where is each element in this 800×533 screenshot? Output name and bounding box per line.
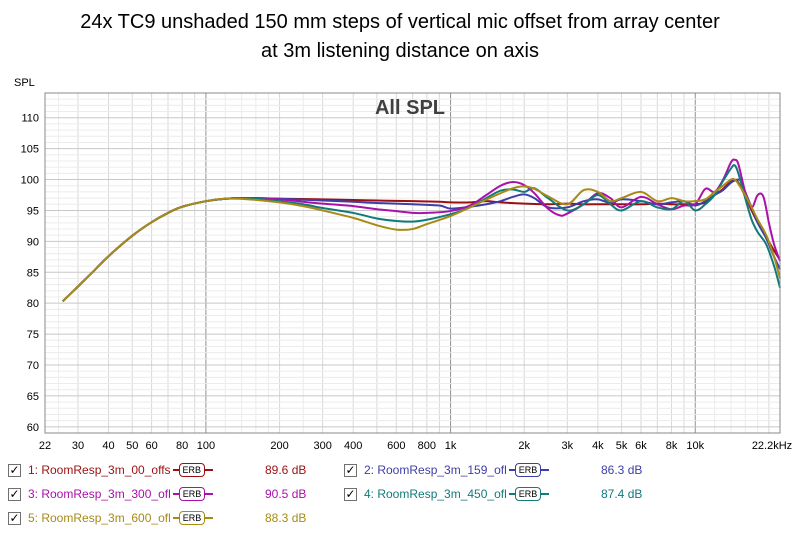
legend-value: 88.3 dB bbox=[265, 511, 307, 525]
y-tick-label: 60 bbox=[27, 422, 39, 434]
x-tick-label: 1k bbox=[445, 440, 457, 452]
x-tick-label: 80 bbox=[176, 440, 188, 452]
y-tick-label: 95 bbox=[27, 205, 39, 217]
legend-label: 1: RoomResp_3m_00_offs bbox=[28, 463, 171, 477]
y-tick-label: 70 bbox=[27, 360, 39, 372]
legend-swatch-line bbox=[205, 517, 214, 519]
legend-value: 89.6 dB bbox=[265, 463, 307, 477]
y-tick-label: 85 bbox=[27, 267, 39, 279]
y-tick-label: 100 bbox=[21, 175, 39, 187]
y-tick-label: 80 bbox=[27, 298, 39, 310]
legend-checkbox[interactable]: ✓ bbox=[8, 463, 21, 477]
x-tick-label: 22.2kHz bbox=[752, 440, 792, 452]
x-tick-label: 8k bbox=[666, 440, 678, 452]
legend-checkbox[interactable]: ✓ bbox=[8, 511, 21, 525]
legend-value: 86.3 dB bbox=[601, 463, 643, 477]
x-tick-label: 60 bbox=[145, 440, 157, 452]
legend-checkbox[interactable]: ✓ bbox=[344, 487, 357, 501]
x-tick-label: 4k bbox=[592, 440, 604, 452]
y-tick-label: 90 bbox=[27, 236, 39, 248]
legend-swatch-line bbox=[541, 469, 550, 471]
x-tick-label: 50 bbox=[126, 440, 138, 452]
x-tick-label: 2k bbox=[518, 440, 530, 452]
legend-swatch-line bbox=[541, 493, 550, 495]
x-tick-label: 22 bbox=[39, 440, 51, 452]
legend-item: ✓ 5: RoomResp_3m_600_ofl ERB bbox=[8, 508, 214, 528]
legend-swatch-line bbox=[172, 493, 179, 495]
legend-swatch-line bbox=[205, 469, 214, 471]
legend-swatch-line bbox=[172, 469, 179, 471]
chart-title-line-2: at 3m listening distance on axis bbox=[261, 40, 539, 62]
legend-item: ✓ 4: RoomResp_3m_450_ofl ERB bbox=[344, 484, 550, 504]
x-tick-label: 40 bbox=[102, 440, 114, 452]
y-tick-label: 110 bbox=[21, 113, 39, 125]
legend-swatch-line bbox=[172, 517, 179, 519]
legend-checkbox[interactable]: ✓ bbox=[344, 463, 357, 477]
x-tick-label: 200 bbox=[270, 440, 288, 452]
legend-swatch-line bbox=[205, 493, 214, 495]
legend-value: 90.5 dB bbox=[265, 487, 307, 501]
x-tick-label: 800 bbox=[418, 440, 436, 452]
series-lines bbox=[62, 158, 781, 303]
legend-label: 4: RoomResp_3m_450_ofl bbox=[364, 487, 507, 501]
legend-value: 87.4 dB bbox=[601, 487, 643, 501]
legend-label: 5: RoomResp_3m_600_ofl bbox=[28, 511, 171, 525]
erb-smoothing-button[interactable]: ERB bbox=[514, 487, 542, 501]
y-tick-label: 65 bbox=[27, 391, 39, 403]
legend-item: ✓ 3: RoomResp_3m_300_ofl ERB bbox=[8, 484, 214, 504]
x-tick-label: 3k bbox=[562, 440, 574, 452]
plot-frame bbox=[44, 92, 781, 434]
legend-swatch-line bbox=[508, 493, 515, 495]
tick-labels: 60 65 70 75 80 85 90 95 100 105 110 22 30 40 50 60 80 100… bbox=[21, 113, 793, 452]
x-tick-label: 10k bbox=[686, 440, 704, 452]
series-line-5 bbox=[62, 177, 781, 303]
x-tick-label: 300 bbox=[313, 440, 331, 452]
erb-smoothing-button[interactable]: ERB bbox=[178, 463, 206, 477]
chart-title-line-1: 24x TC9 unshaded 150 mm steps of vertica… bbox=[80, 11, 720, 33]
x-tick-label: 6k bbox=[635, 440, 647, 452]
legend-label: 3: RoomResp_3m_300_ofl bbox=[28, 487, 171, 501]
erb-smoothing-button[interactable]: ERB bbox=[178, 511, 206, 525]
legend-item: ✓ 1: RoomResp_3m_00_offs ERB bbox=[8, 460, 214, 480]
legend-label: 2: RoomResp_3m_159_ofl bbox=[364, 463, 507, 477]
x-tick-label: 600 bbox=[387, 440, 405, 452]
legend-item: ✓ 2: RoomResp_3m_159_ofl ERB bbox=[344, 460, 550, 480]
erb-smoothing-button[interactable]: ERB bbox=[178, 487, 206, 501]
x-tick-label: 100 bbox=[197, 440, 215, 452]
grid-lines bbox=[45, 92, 780, 434]
legend-checkbox[interactable]: ✓ bbox=[8, 487, 21, 501]
chart-title-block: 24x TC9 unshaded 150 mm steps of vertica… bbox=[0, 8, 800, 66]
y-axis-label: SPL bbox=[14, 77, 35, 89]
erb-smoothing-button[interactable]: ERB bbox=[514, 463, 542, 477]
y-tick-label: 75 bbox=[27, 329, 39, 341]
legend-swatch-line bbox=[508, 469, 515, 471]
x-tick-label: 5k bbox=[616, 440, 628, 452]
x-tick-label: 30 bbox=[72, 440, 84, 452]
x-tick-label: 400 bbox=[344, 440, 362, 452]
y-tick-label: 105 bbox=[21, 144, 39, 156]
plot-inner-title: All SPL bbox=[375, 97, 445, 119]
